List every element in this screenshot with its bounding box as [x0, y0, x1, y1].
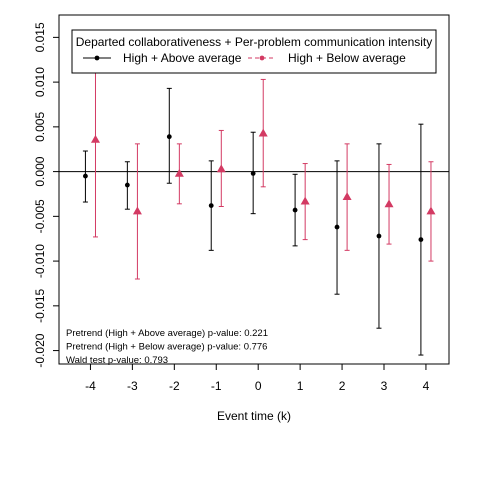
- legend-marker: [94, 55, 100, 61]
- series-circle: [82, 87, 424, 356]
- y-tick-label: -0.005: [33, 199, 47, 233]
- legend-marker: [259, 55, 265, 61]
- point-estimate: [216, 164, 226, 173]
- point-estimate: [132, 206, 142, 215]
- point-estimate: [250, 170, 256, 176]
- point-estimate: [384, 199, 394, 208]
- y-tick-label: 0.010: [33, 67, 47, 97]
- point-estimate: [174, 168, 184, 177]
- point-estimate: [426, 206, 436, 215]
- x-tick-label: -1: [211, 379, 222, 393]
- y-axis: -0.020 -0.015 -0.010 -0.005 0.000 0.005 0.010 0…: [33, 22, 60, 368]
- series-triangle: [90, 41, 436, 280]
- point-estimate: [342, 192, 352, 201]
- point-estimate: [334, 224, 340, 230]
- legend: Departed collaborativeness + Per-problem…: [71, 29, 437, 74]
- point-estimate: [258, 128, 268, 137]
- annotation-text: Pretrend (High + Below average) p-value:…: [66, 342, 267, 353]
- x-tick-label: -2: [169, 379, 180, 393]
- y-tick-label: 0.015: [33, 22, 47, 52]
- x-axis: -4 -3 -2 -1 0 1 2 3 4: [85, 363, 430, 393]
- point-estimate: [124, 182, 130, 188]
- series-layer: [82, 41, 436, 356]
- legend-title: Departed collaborativeness + Per-problem…: [76, 35, 433, 49]
- x-tick-label: 1: [297, 379, 304, 393]
- point-estimate: [376, 233, 382, 239]
- legend-entry-label: High + Below average: [288, 51, 406, 65]
- y-tick-label: -0.020: [33, 333, 47, 367]
- x-tick-label: 0: [255, 379, 262, 393]
- point-estimate: [208, 203, 214, 209]
- annotations: Pretrend (High + Above average) p-value:…: [66, 328, 268, 366]
- x-tick-label: -3: [127, 379, 138, 393]
- point-estimate: [292, 207, 298, 213]
- x-tick-label: 3: [381, 379, 388, 393]
- x-tick-label: -4: [85, 379, 96, 393]
- annotation-text: Pretrend (High + Above average) p-value:…: [66, 328, 268, 339]
- x-axis-label: Event time (k): [217, 409, 291, 423]
- y-tick-label: 0.000: [33, 156, 47, 186]
- legend-box: [71, 29, 437, 74]
- x-tick-label: 2: [339, 379, 346, 393]
- point-estimate: [90, 134, 100, 143]
- annotation-text: Wald test p-value: 0.793: [66, 355, 168, 366]
- y-tick-label: 0.005: [33, 112, 47, 142]
- point-estimate: [166, 134, 172, 140]
- x-tick-label: 4: [423, 379, 430, 393]
- y-tick-label: -0.010: [33, 244, 47, 278]
- point-estimate: [418, 237, 424, 243]
- y-tick-label: -0.015: [33, 288, 47, 322]
- point-estimate: [83, 173, 88, 179]
- point-estimate: [300, 196, 310, 205]
- legend-entry-label: High + Above average: [123, 51, 242, 65]
